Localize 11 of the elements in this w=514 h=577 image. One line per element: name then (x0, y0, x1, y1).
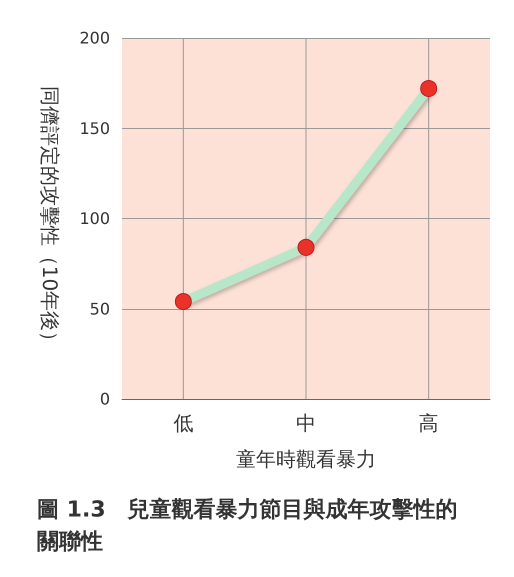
text: 圖 1.3 兒童觀看暴力節目與成年攻擊性的關聯性 (37, 496, 458, 554)
y-axis-title: 同儕評定的攻擊性（10年後） (38, 86, 62, 352)
x-tick-label: 高 (418, 411, 439, 435)
y-tick-label: 0 (100, 390, 110, 408)
y-tick-label: 50 (90, 299, 110, 318)
y-tick-label: 150 (79, 118, 110, 138)
x-axis-title: 童年時觀看暴力 (236, 447, 376, 471)
y-tick-label: 100 (79, 209, 110, 228)
y-tick-label: 200 (79, 28, 110, 48)
x-tick-label: 低 (173, 411, 194, 435)
x-tick-label: 中 (296, 411, 316, 435)
